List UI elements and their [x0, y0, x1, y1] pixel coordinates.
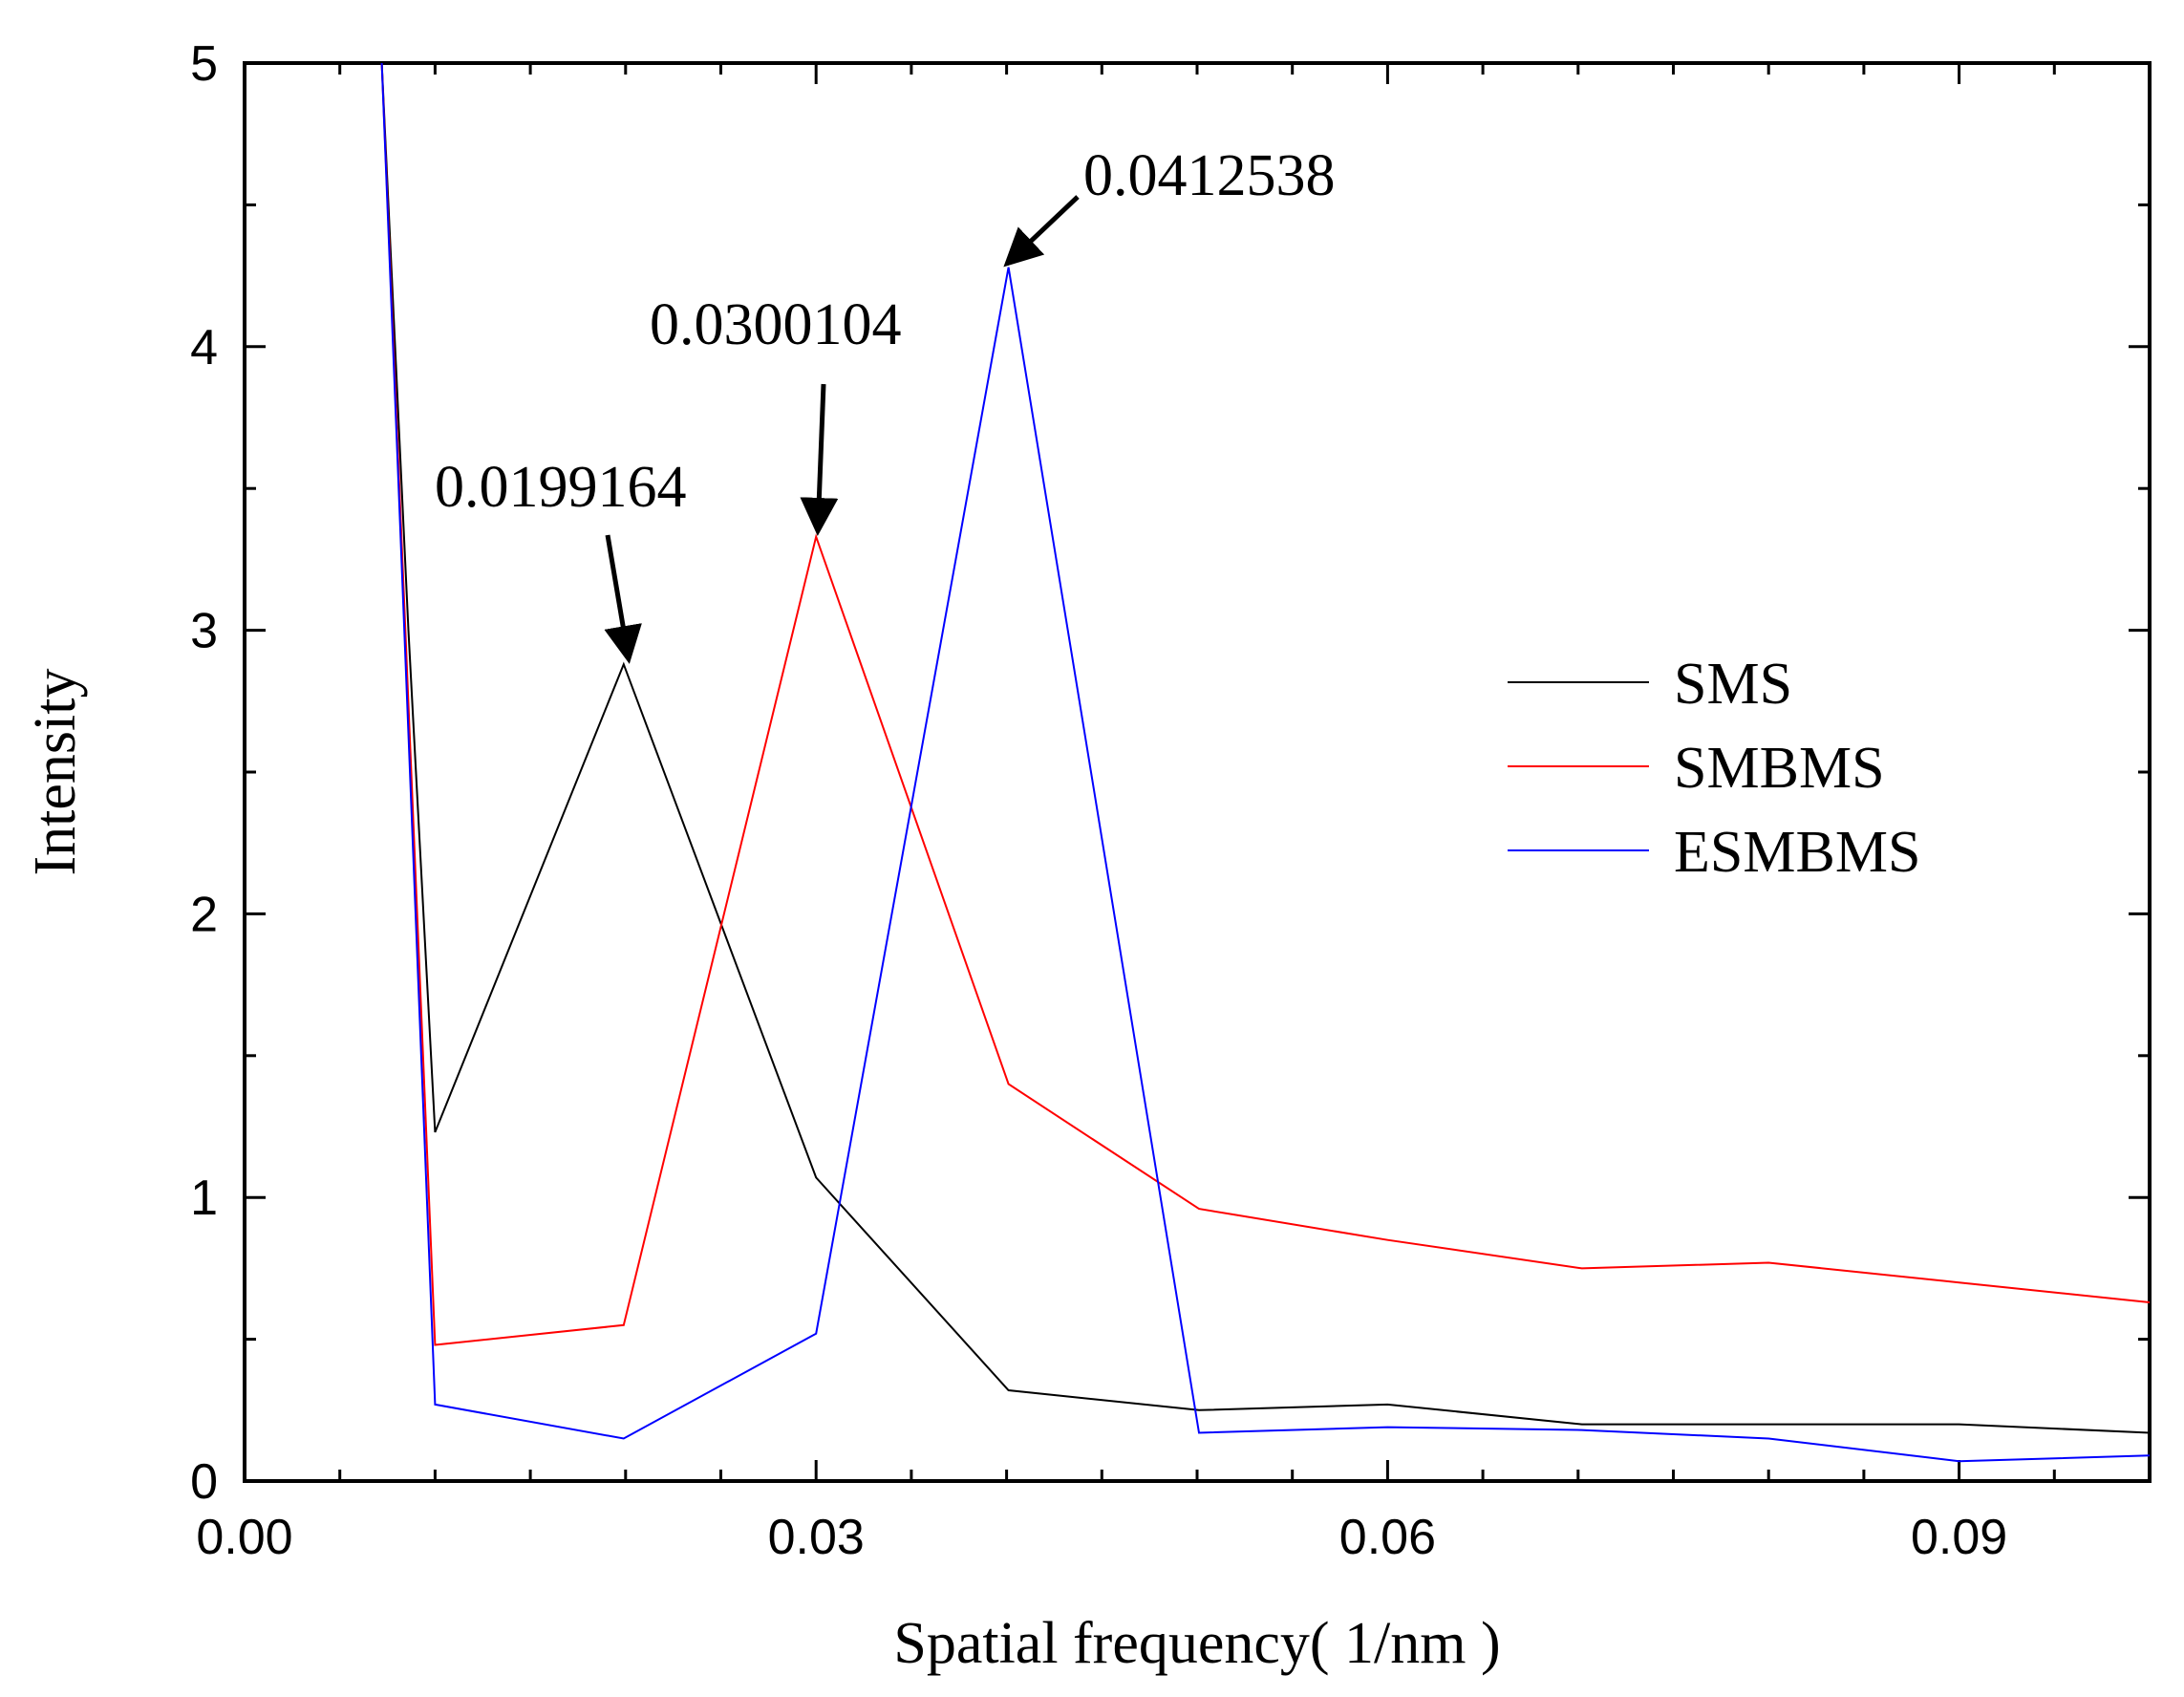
y-tick-label: 2: [190, 887, 218, 942]
x-tick-label: 0.06: [1339, 1510, 1436, 1565]
y-tick-label: 4: [190, 320, 218, 376]
axis-tick-labels: 0.00 0.03 0.06 0.09 0 1 2 3 4 5: [190, 36, 2007, 1565]
annotation-label: 0.0300104: [650, 292, 902, 357]
legend-label-esmbms: ESMBMS: [1674, 820, 1920, 885]
series-line-smbms: [380, 62, 2151, 1346]
legend: SMS SMBMS ESMBMS: [1508, 652, 1920, 885]
annotation-arrow: [604, 534, 642, 664]
y-axis-title: Intensity: [23, 669, 88, 876]
annotation-arrow: [1003, 195, 1080, 268]
annotation-arrow: [800, 383, 839, 536]
annotation-label: 0.0412538: [1083, 143, 1336, 208]
y-tick-label: 5: [190, 36, 218, 92]
y-tick-label: 0: [190, 1454, 218, 1510]
legend-label-sms: SMS: [1674, 652, 1792, 717]
x-tick-label: 0.09: [1911, 1510, 2007, 1565]
series-line-sms: [380, 62, 2151, 1434]
series-lines: [380, 62, 2151, 1463]
x-axis-title: Spatial frequency( 1/nm ): [893, 1611, 1500, 1676]
y-tick-label: 3: [190, 604, 218, 659]
x-tick-label: 0.00: [196, 1510, 292, 1565]
annotation-label: 0.0199164: [435, 455, 687, 520]
axis-ticks: [243, 61, 2152, 1483]
annotations: 0.0199164 0.0300104 0.0412538: [435, 143, 1336, 664]
y-tick-label: 1: [190, 1171, 218, 1226]
series-line-esmbms: [380, 62, 2151, 1463]
legend-label-smbms: SMBMS: [1674, 736, 1885, 801]
x-tick-label: 0.03: [768, 1510, 865, 1565]
